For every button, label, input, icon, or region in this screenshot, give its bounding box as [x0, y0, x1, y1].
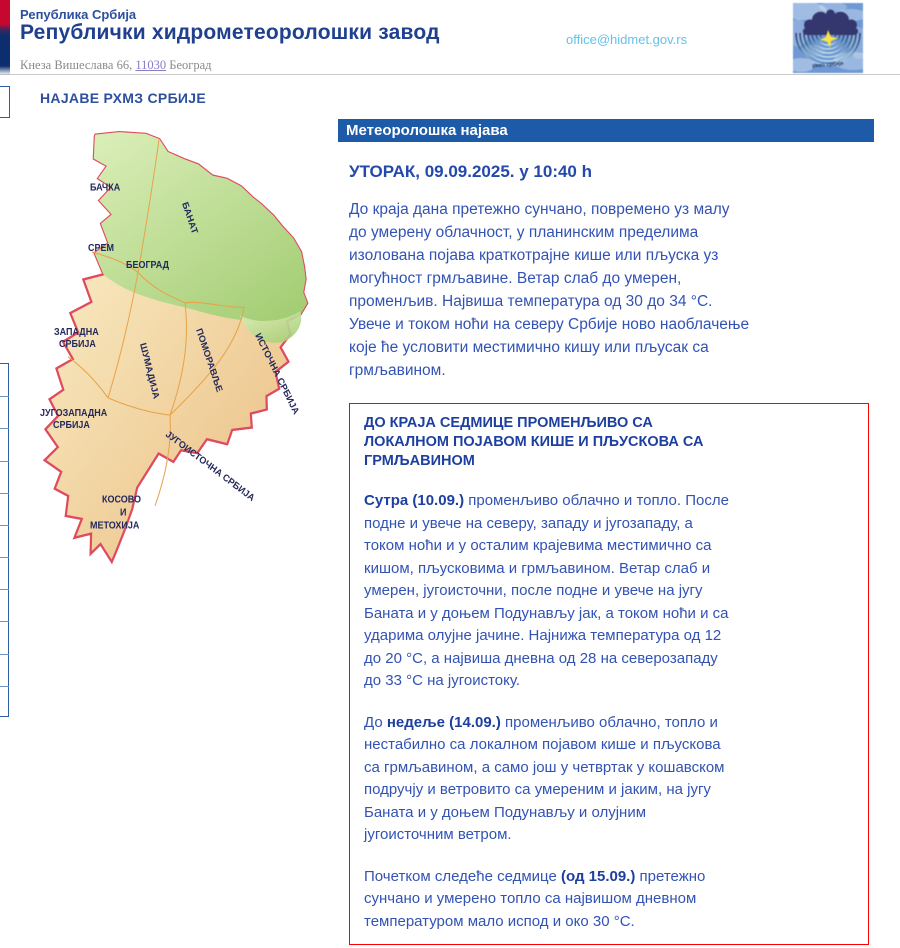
svg-text:БЕОГРАД: БЕОГРАД: [126, 260, 169, 270]
svg-text:И: И: [120, 507, 127, 517]
svg-text:ЗАПАДНА: ЗАПАДНА: [54, 327, 99, 337]
svg-text:СРБИЈА: СРБИЈА: [59, 339, 96, 349]
svg-text:СРБИЈА: СРБИЈА: [53, 420, 90, 430]
svg-text:БАЧКА: БАЧКА: [90, 182, 120, 192]
svg-text:МЕТОХИЈА: МЕТОХИЈА: [90, 520, 140, 530]
svg-text:СРЕМ: СРЕМ: [88, 243, 114, 253]
svg-text:ЈУГОЗАПАДНА: ЈУГОЗАПАДНА: [40, 408, 107, 418]
svg-text:КОСОВО: КОСОВО: [102, 494, 141, 504]
